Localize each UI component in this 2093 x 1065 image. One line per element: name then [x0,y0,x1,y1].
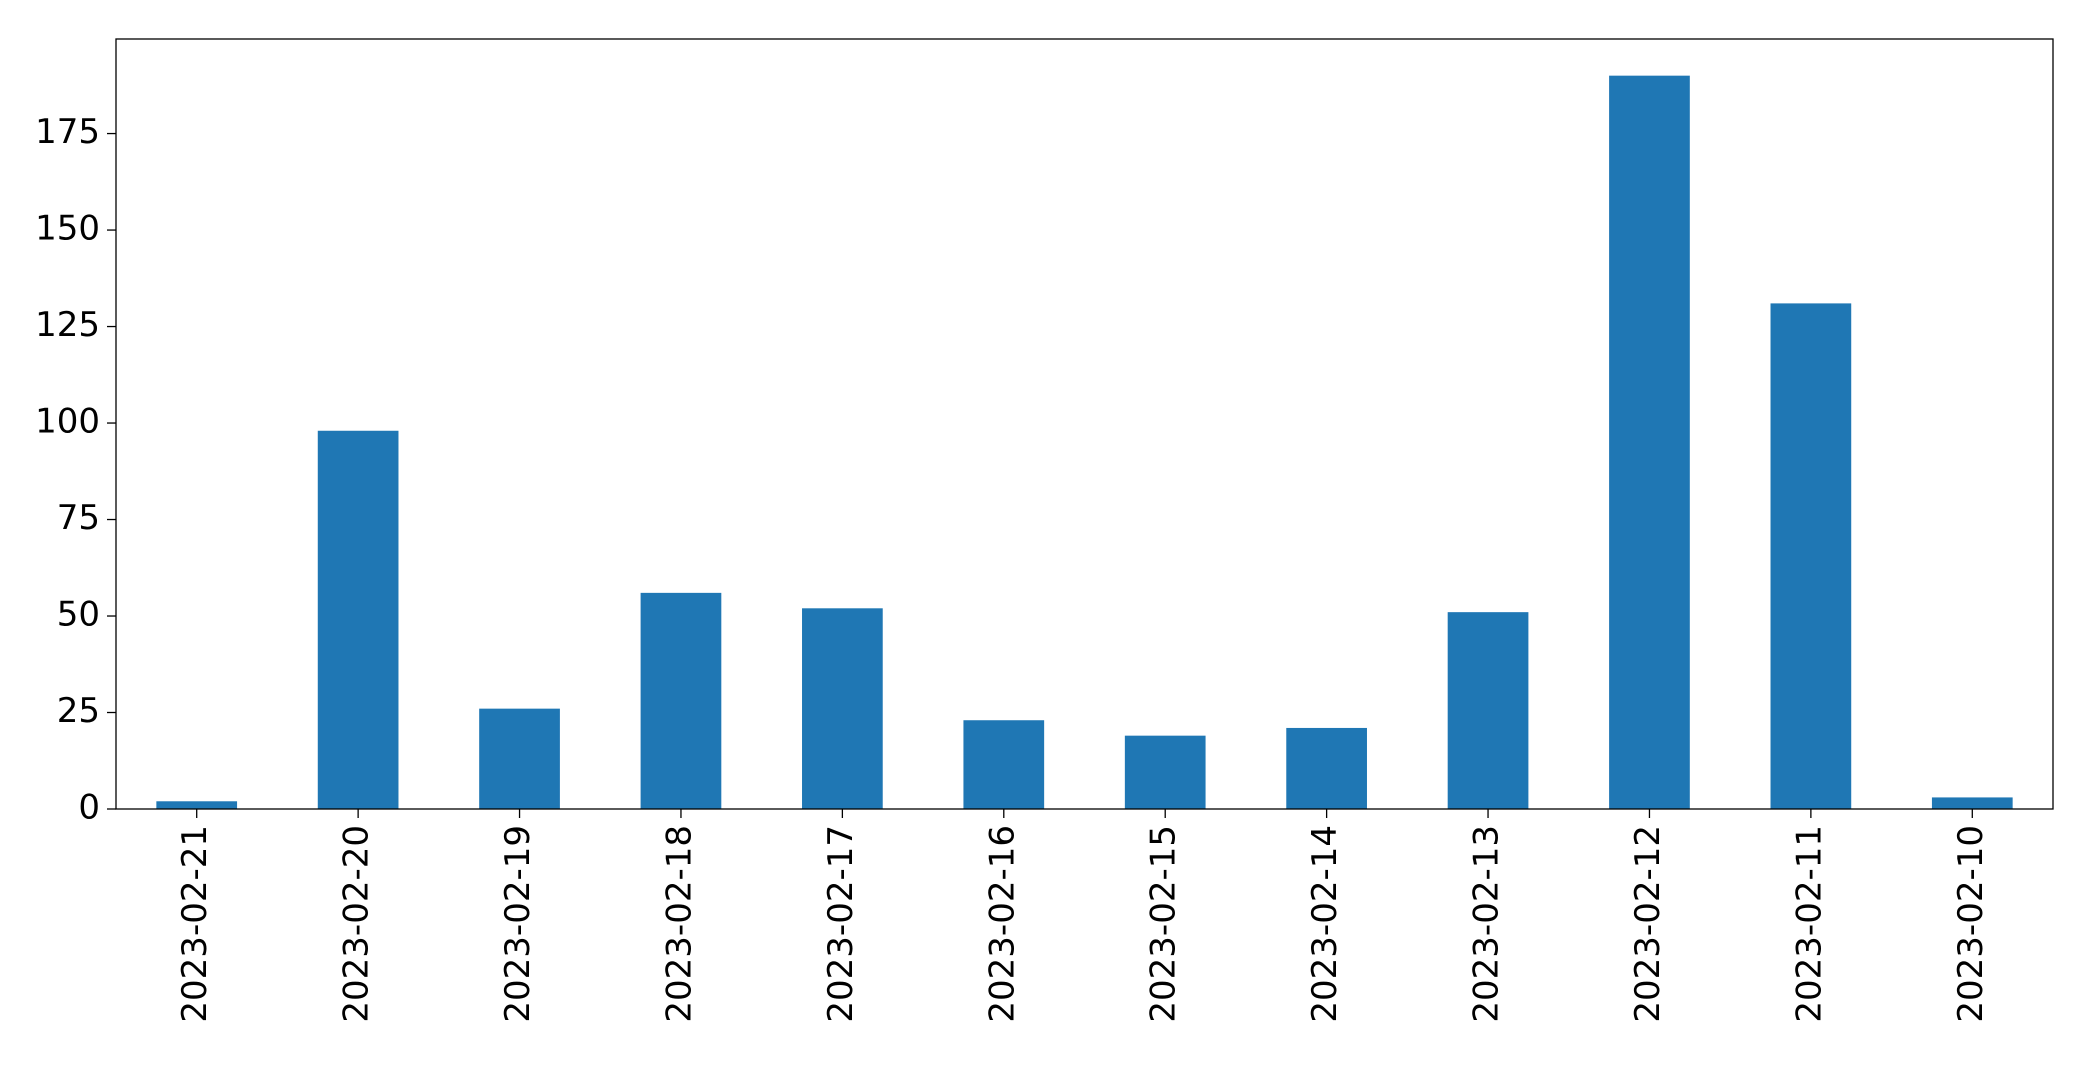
bar [802,608,883,809]
y-tick-label: 25 [57,691,100,731]
y-tick-label: 125 [35,305,100,345]
x-tick-label: 2023-02-18 [659,825,699,1023]
x-tick-label: 2023-02-14 [1305,825,1345,1023]
plot-frame [115,38,2054,810]
bar [479,708,560,809]
x-tick-label: 2023-02-12 [1628,825,1668,1023]
x-tick-label: 2023-02-19 [498,825,538,1023]
x-tick-label: 2023-02-13 [1467,825,1507,1023]
y-tick-label: 100 [35,402,100,442]
x-tick-label: 2023-02-20 [337,825,377,1023]
y-tick-label: 50 [57,595,100,635]
bar [317,430,399,809]
bar [1124,735,1206,809]
bar [963,720,1045,809]
bar [1770,303,1852,809]
bar [1609,75,1690,809]
bar [156,801,238,809]
y-tick-label: 150 [35,209,100,249]
x-tick-label: 2023-02-17 [821,825,861,1023]
x-tick-label: 2023-02-16 [982,825,1022,1023]
x-tick-label: 2023-02-11 [1789,825,1829,1023]
bar [1286,727,1367,809]
bar [1447,612,1529,809]
bar [640,592,722,809]
y-tick-label: 175 [35,112,100,152]
y-tick-label: 75 [57,498,100,538]
x-tick-label: 2023-02-15 [1144,825,1184,1023]
bar [1931,797,2013,809]
x-tick-label: 2023-02-21 [175,825,215,1023]
x-tick-label: 2023-02-10 [1951,825,1991,1023]
y-tick-label: 0 [78,788,100,828]
